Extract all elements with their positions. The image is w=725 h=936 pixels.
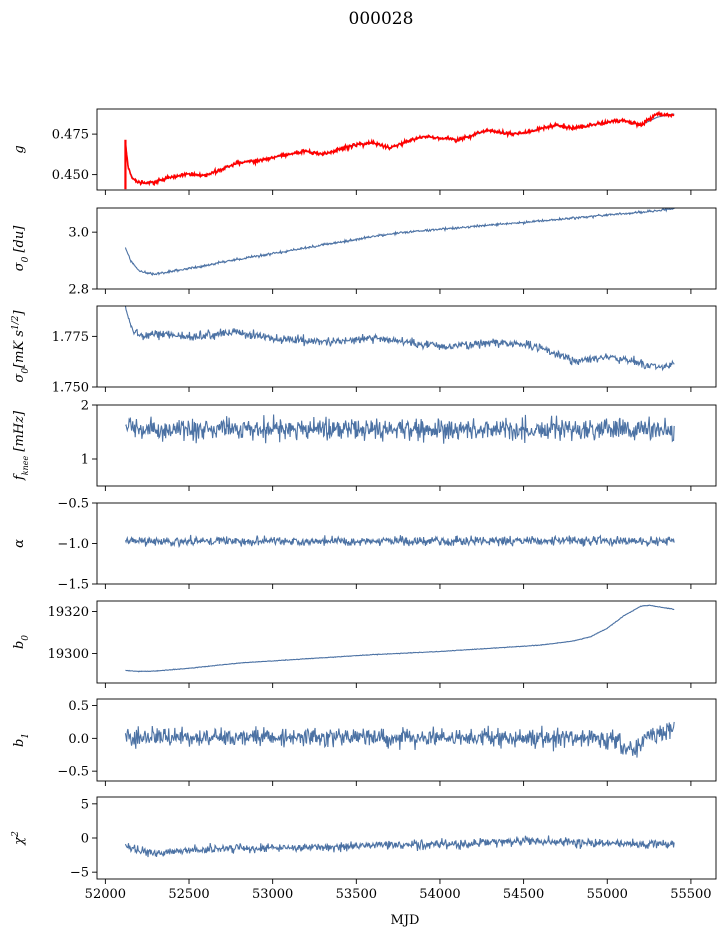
series-line-1 (124, 208, 675, 276)
x-tick-label: 55000 (587, 887, 628, 902)
series-line-1 (124, 721, 675, 758)
x-tick-label: 54500 (503, 887, 544, 902)
y-tick-label: 1 (81, 453, 89, 468)
series-line-1 (124, 534, 675, 549)
axes-frame (96, 600, 717, 684)
y-tick-label: 0.0 (68, 732, 89, 747)
axes-frame (96, 305, 717, 388)
y-tick-label: 0 (81, 832, 89, 847)
axes-frame (96, 404, 717, 487)
axes-frame (96, 796, 717, 880)
y-tick-label: 3.0 (68, 226, 89, 241)
y-axis-label: χ2 (11, 831, 27, 846)
y-axis-label: b1 (12, 733, 31, 747)
y-tick-label: 0.475 (52, 128, 89, 143)
x-tick-label: 55500 (670, 887, 711, 902)
subplot-7: −0.5 0.0 0.5 b1 (12, 698, 717, 786)
axes-frame (96, 207, 717, 290)
axes-frame (96, 108, 717, 191)
y-tick-label: 1.750 (52, 381, 89, 396)
series-line-1 (124, 306, 675, 372)
y-tick-label: 19300 (48, 647, 89, 662)
series-line-1 (125, 414, 675, 444)
x-tick-label: 53000 (252, 887, 293, 902)
series-line-1 (124, 835, 675, 858)
subplot-8: 52000 52500 53000 53500 54000 54500 55000 55500… (11, 796, 717, 902)
y-axis-label: σ0[mK s1/2] (11, 310, 31, 383)
x-tick-label: 53500 (336, 887, 377, 902)
y-tick-label: −1.5 (57, 578, 89, 593)
y-axis-label: α (12, 539, 27, 548)
y-tick-label: 0.450 (52, 168, 89, 183)
x-tick-label: 54000 (419, 887, 460, 902)
y-axis-label: b0 (12, 635, 31, 649)
figure-title: 000028 (349, 9, 414, 29)
x-tick-label: 52000 (85, 887, 126, 902)
subplot-3: 1.750 1.775 σ0[mK s1/2] (11, 305, 717, 396)
y-tick-label: −0.5 (57, 497, 89, 512)
series-line-1 (125, 604, 675, 673)
subplot-6: 19300 19320 b0 (12, 600, 717, 688)
subplot-1: 0.450 0.475 g (12, 108, 717, 195)
y-tick-label: 1.775 (52, 330, 89, 345)
subplot-4: 1 2 fknee [mHz] (12, 399, 717, 491)
y-axis-label: g (12, 145, 27, 153)
subplot-2: 2.8 3.0 σ0 [du] (12, 207, 717, 298)
subplot-5: −1.5 −1.0 −0.5 α (12, 497, 717, 593)
y-tick-label: 0.5 (68, 699, 89, 714)
y-tick-label: 2.8 (68, 283, 89, 298)
y-tick-label: 5 (81, 797, 89, 812)
axes-frame (96, 698, 717, 782)
y-tick-label: −5 (70, 866, 89, 881)
y-axis-label: σ0 [du] (12, 225, 31, 272)
subplot-stack: 0.450 0.475 g 2.8 3.0 σ0 [du] 1.750 1.775 σ0[mK … (11, 108, 717, 902)
x-axis-label: MJD (391, 913, 420, 928)
y-tick-label: 19320 (48, 605, 89, 620)
series-line-2 (124, 110, 675, 187)
y-tick-label: −1.0 (57, 537, 89, 552)
y-tick-label: −0.5 (57, 765, 89, 780)
y-axis-label: fknee [mHz] (12, 410, 30, 481)
y-tick-label: 2 (81, 399, 89, 414)
x-tick-label: 52500 (168, 887, 209, 902)
series-line-1 (124, 113, 675, 184)
